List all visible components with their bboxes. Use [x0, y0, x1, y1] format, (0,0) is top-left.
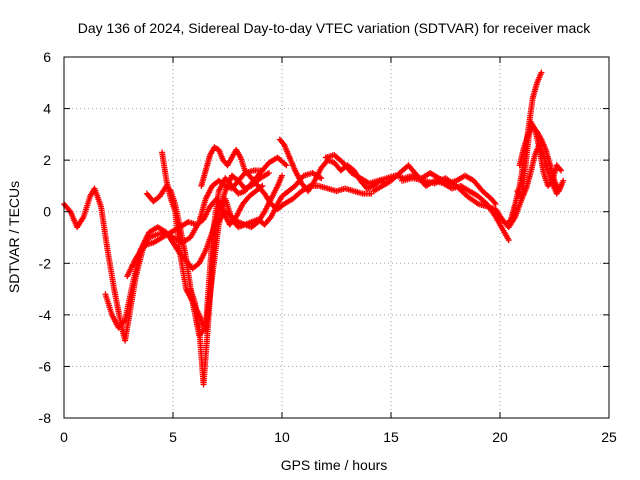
data-point: [280, 140, 287, 147]
x-tick-label: 20: [492, 429, 508, 445]
data-point: [265, 170, 272, 177]
data-point: [120, 318, 127, 325]
data-point: [166, 186, 173, 193]
plot-frame: [63, 56, 610, 419]
data-point: [491, 199, 498, 206]
x-tick-label: 15: [383, 429, 399, 445]
y-axis-label: SDTVAR / TECUs: [6, 181, 22, 293]
x-tick-label: 25: [601, 429, 617, 445]
chart-title: Day 136 of 2024, Sidereal Day-to-day VTE…: [78, 20, 591, 36]
data-point: [505, 237, 512, 244]
x-tick-label: 5: [169, 429, 177, 445]
y-tick-label: -2: [39, 255, 52, 271]
data-point: [560, 177, 567, 184]
series-track-6: [187, 172, 285, 388]
axes: [63, 56, 610, 419]
y-tick-label: 4: [43, 101, 51, 117]
series-track-8: [276, 136, 397, 195]
y-tick-label: 6: [43, 49, 51, 65]
grid: [64, 57, 609, 418]
x-axis-label: GPS time / hours: [281, 457, 388, 473]
y-tick-label: -8: [39, 410, 52, 426]
series-track-14: [516, 123, 567, 195]
x-tick-label: 10: [274, 429, 290, 445]
data-point: [556, 166, 563, 173]
data-point: [66, 207, 73, 214]
tick-labels: 0 5 10 15 20 25 -8 -6 -4 -2 0 2 4 6: [39, 49, 617, 445]
data-point: [279, 172, 285, 179]
data-point: [283, 162, 290, 169]
data-points: [61, 69, 567, 388]
data-point: [558, 167, 565, 174]
x-tick-label: 0: [60, 429, 68, 445]
y-tick-label: 0: [43, 204, 51, 220]
series-track-1: [61, 167, 266, 344]
data-point: [538, 69, 545, 76]
y-tick-label: -4: [39, 307, 52, 323]
y-tick-label: -6: [39, 358, 52, 374]
y-tick-label: 2: [43, 152, 51, 168]
data-point: [492, 200, 499, 207]
